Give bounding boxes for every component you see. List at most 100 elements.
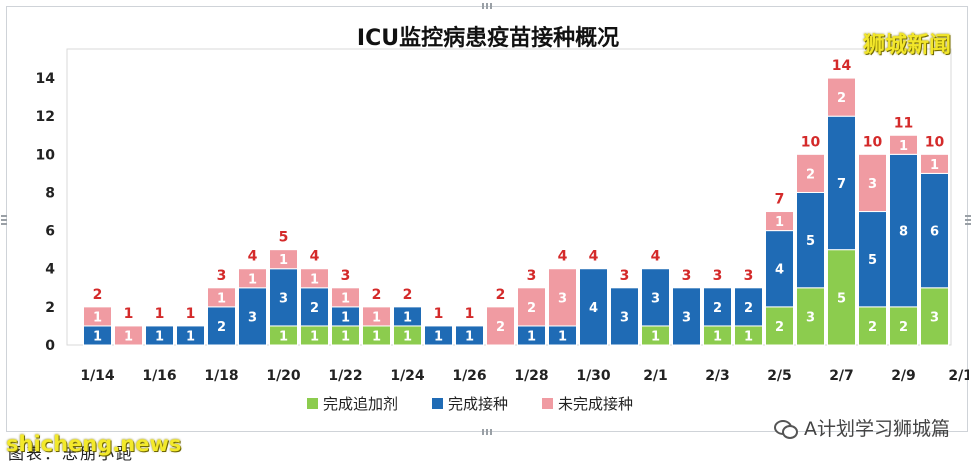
segment-value-label: 3 [279, 291, 288, 306]
segment-value-label: 2 [868, 320, 877, 335]
total-value-label: 2 [403, 287, 413, 303]
y-tick-label: 2 [45, 300, 55, 316]
total-value-label: 3 [527, 268, 537, 284]
segment-value-label: 3 [930, 310, 939, 325]
bar-segment [548, 268, 577, 327]
legend-swatch [432, 398, 443, 409]
x-tick-label: 2/11 [948, 368, 969, 384]
bar-segment [858, 211, 887, 308]
segment-value-label: 1 [372, 310, 381, 325]
segment-value-label: 1 [372, 329, 381, 344]
total-value-label: 2 [496, 287, 506, 303]
resize-handle-right[interactable] [965, 215, 971, 225]
x-tick-label: 1/24 [390, 368, 425, 384]
bar-segment [269, 249, 298, 270]
total-value-label: 3 [713, 268, 723, 284]
x-tick-label: 1/28 [514, 368, 548, 384]
segment-value-label: 3 [248, 310, 257, 325]
total-value-label: 4 [589, 249, 599, 265]
y-tick-label: 4 [45, 262, 55, 278]
total-value-label: 1 [465, 306, 475, 322]
bar-segment [827, 115, 856, 251]
segment-value-label: 1 [341, 291, 350, 306]
total-value-label: 5 [279, 230, 289, 246]
bar-segment [889, 153, 918, 308]
bar-segment [889, 134, 918, 155]
figure-caption: 图表：忠朋小跑 [8, 444, 135, 463]
resize-handle-bottom[interactable] [482, 429, 492, 435]
x-tick-label: 2/1 [643, 368, 668, 384]
account-watermark: A计划学习狮城篇 [774, 414, 950, 441]
total-value-label: 4 [310, 249, 320, 265]
segment-value-label: 3 [558, 291, 567, 306]
segment-value-label: 1 [527, 329, 536, 344]
account-name: A计划学习狮城篇 [804, 418, 950, 440]
segment-value-label: 2 [837, 91, 846, 106]
x-tick-label: 1/16 [142, 368, 176, 384]
segment-value-label: 2 [744, 301, 753, 316]
segment-value-label: 1 [558, 329, 567, 344]
total-value-label: 1 [124, 306, 134, 322]
total-value-label: 2 [93, 287, 103, 303]
bar-segment [920, 153, 949, 174]
bar-segment [920, 172, 949, 289]
total-value-label: 14 [832, 58, 852, 74]
x-tick-label: 2/5 [767, 368, 792, 384]
bar-segment [858, 153, 887, 213]
segment-value-label: 2 [806, 167, 815, 182]
bar-segment [517, 287, 546, 327]
chart-title: ICU监控病患疫苗接种概况 [357, 25, 619, 51]
segment-value-label: 1 [310, 272, 319, 287]
total-value-label: 1 [155, 306, 165, 322]
segment-value-label: 1 [217, 291, 226, 306]
bar-segment [765, 306, 794, 346]
segment-value-label: 1 [279, 329, 288, 344]
bar-segment [393, 306, 422, 327]
y-tick-label: 10 [36, 147, 56, 163]
resize-handle-left[interactable] [1, 215, 7, 225]
segment-value-label: 3 [651, 291, 660, 306]
total-value-label: 3 [341, 268, 351, 284]
bar-segment [455, 325, 484, 346]
bar-segment [362, 306, 391, 327]
segment-value-label: 8 [899, 225, 908, 240]
segment-value-label: 4 [775, 263, 784, 278]
segment-value-label: 3 [806, 310, 815, 325]
bar-segment [145, 325, 174, 346]
segment-value-label: 5 [868, 253, 877, 268]
segment-value-label: 1 [341, 310, 350, 325]
segment-value-label: 1 [744, 329, 753, 344]
bar-segment [238, 287, 267, 346]
bar-segment [796, 287, 825, 346]
bar-segment [114, 325, 143, 346]
bar-segment [610, 287, 639, 346]
y-tick-label: 12 [36, 109, 55, 125]
segment-value-label: 1 [279, 253, 288, 268]
bar-segment [83, 306, 112, 327]
bar-segment [207, 287, 236, 308]
segment-value-label: 1 [248, 272, 257, 287]
segment-value-label: 1 [124, 329, 133, 344]
legend-label: 完成追加剂 [323, 395, 398, 413]
segment-value-label: 2 [310, 301, 319, 316]
segment-value-label: 1 [341, 329, 350, 344]
total-value-label: 10 [863, 134, 883, 150]
segment-value-label: 1 [899, 139, 908, 154]
segment-value-label: 3 [620, 310, 629, 325]
segment-value-label: 2 [496, 320, 505, 335]
bar-segment [579, 268, 608, 346]
x-tick-label: 1/30 [576, 368, 611, 384]
segment-value-label: 1 [930, 158, 939, 173]
x-tick-label: 2/7 [829, 368, 854, 384]
x-tick-label: 1/20 [266, 368, 301, 384]
resize-handle-top[interactable] [482, 3, 492, 9]
segment-value-label: 3 [682, 310, 691, 325]
bar-segment [827, 77, 856, 117]
y-tick-label: 14 [36, 71, 56, 87]
segment-value-label: 2 [713, 301, 722, 316]
y-tick-label: 6 [45, 224, 55, 240]
total-value-label: 4 [248, 249, 258, 265]
total-value-label: 2 [372, 287, 382, 303]
bar-segment [734, 287, 763, 327]
